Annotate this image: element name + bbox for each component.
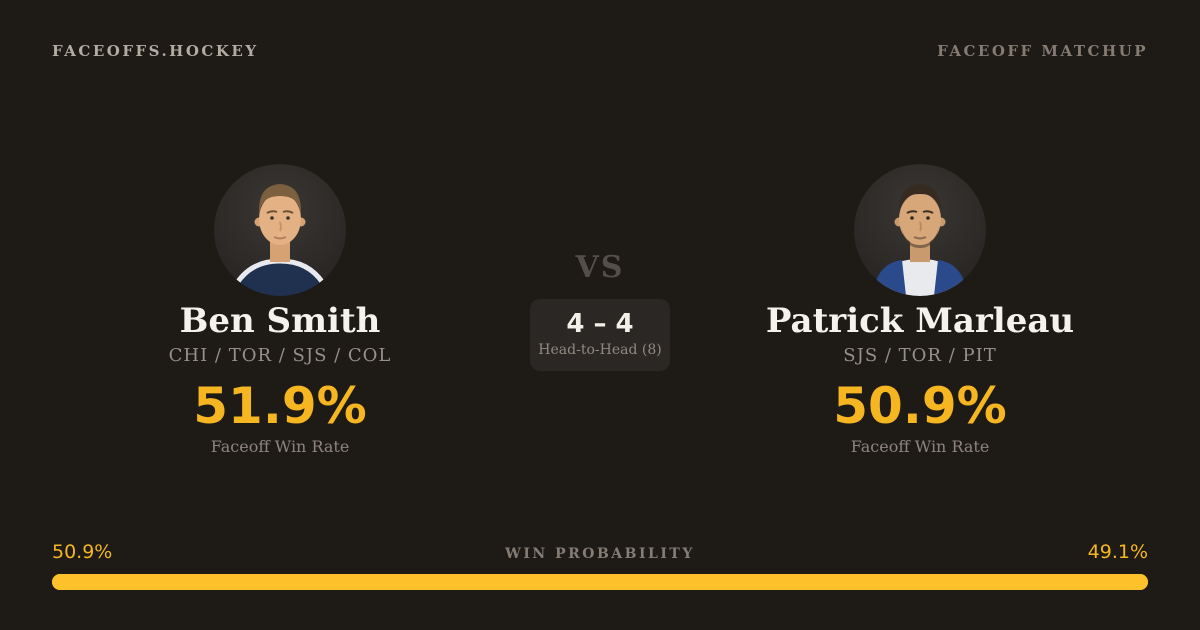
head-to-head-label: Head-to-Head (8): [538, 341, 662, 358]
players-row: Ben Smith CHI / TOR / SJS / COL 51.9% Fa…: [52, 164, 1148, 456]
faceoff-win-rate-value: 50.9%: [833, 377, 1007, 436]
win-probability-bar: [52, 574, 1148, 590]
player-teams: SJS / TOR / PIT: [843, 345, 997, 367]
page-title: FACEOFF MATCHUP: [937, 42, 1148, 60]
win-probability-section: 50.9% WIN PROBABILITY 49.1%: [52, 541, 1148, 590]
site-logo: FACEOFFS.HOCKEY: [52, 42, 259, 60]
player-headshot-icon: [854, 164, 986, 296]
player-avatar: [214, 164, 346, 296]
player-name: Patrick Marleau: [765, 301, 1075, 341]
faceoff-win-rate-value: 51.9%: [193, 377, 367, 436]
header: FACEOFFS.HOCKEY FACEOFF MATCHUP: [52, 42, 1148, 60]
faceoff-win-rate-label: Faceoff Win Rate: [850, 436, 990, 456]
head-to-head-box: 4 – 4 Head-to-Head (8): [530, 299, 670, 371]
win-probability-bar-left-segment: [52, 574, 610, 590]
head-to-head-score: 4 – 4: [566, 309, 634, 339]
win-probability-left-value: 50.9%: [52, 541, 113, 563]
player-avatar: [854, 164, 986, 296]
player-headshot-icon: [214, 164, 346, 296]
player-name: Ben Smith: [179, 301, 381, 341]
matchup-center: VS 4 – 4 Head-to-Head (8): [508, 164, 692, 371]
win-probability-title: WIN PROBABILITY: [505, 546, 695, 562]
win-probability-labels: 50.9% WIN PROBABILITY 49.1%: [52, 541, 1148, 563]
player-teams: CHI / TOR / SJS / COL: [168, 345, 392, 367]
vs-label: VS: [575, 250, 625, 285]
player-card-right: Patrick Marleau SJS / TOR / PIT 50.9% Fa…: [692, 164, 1148, 456]
faceoff-win-rate-label: Faceoff Win Rate: [210, 436, 350, 456]
win-probability-right-value: 49.1%: [1087, 541, 1148, 563]
win-probability-bar-right-segment: [609, 574, 1148, 590]
player-card-left: Ben Smith CHI / TOR / SJS / COL 51.9% Fa…: [52, 164, 508, 456]
